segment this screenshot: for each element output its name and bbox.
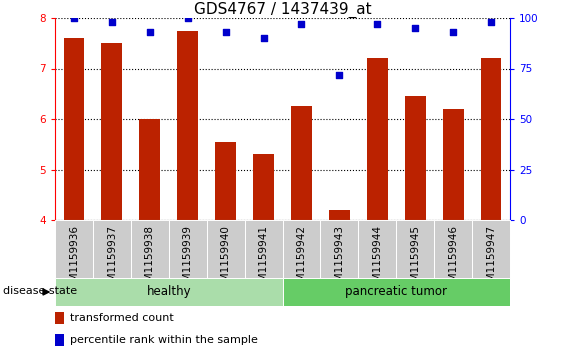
Bar <box>434 220 472 278</box>
Point <box>259 35 268 41</box>
Bar <box>244 220 283 278</box>
Bar <box>367 58 388 220</box>
Bar <box>320 220 358 278</box>
Text: GSM1159939: GSM1159939 <box>183 225 193 295</box>
Bar <box>443 109 463 220</box>
Bar <box>358 220 396 278</box>
Text: GSM1159946: GSM1159946 <box>448 225 458 295</box>
Point <box>108 19 117 25</box>
Point <box>486 19 495 25</box>
Bar <box>253 154 274 220</box>
Bar <box>481 58 502 220</box>
Point <box>221 29 230 35</box>
Bar <box>64 38 84 220</box>
Text: GSM1159941: GSM1159941 <box>258 225 269 295</box>
Text: GSM1159942: GSM1159942 <box>297 225 306 295</box>
Text: GSM1159937: GSM1159937 <box>107 225 117 295</box>
Text: disease state: disease state <box>3 286 77 295</box>
Text: healthy: healthy <box>146 286 191 298</box>
Point <box>449 29 458 35</box>
Bar <box>329 210 350 220</box>
Bar <box>140 119 160 220</box>
Text: GSM1159944: GSM1159944 <box>372 225 382 295</box>
Bar <box>283 278 510 306</box>
Point <box>145 29 154 35</box>
Text: percentile rank within the sample: percentile rank within the sample <box>70 335 258 345</box>
Bar <box>169 220 207 278</box>
Text: pancreatic tumor: pancreatic tumor <box>345 286 447 298</box>
Bar <box>405 96 426 220</box>
Bar <box>283 220 320 278</box>
Text: GSM1159936: GSM1159936 <box>69 225 79 295</box>
Bar <box>55 220 93 278</box>
Bar <box>55 334 64 346</box>
Bar <box>55 312 64 324</box>
Text: transformed count: transformed count <box>70 313 173 323</box>
Point <box>373 21 382 27</box>
Point <box>335 72 344 77</box>
Point <box>69 15 78 21</box>
Bar <box>93 220 131 278</box>
Text: GSM1159943: GSM1159943 <box>334 225 345 295</box>
Bar <box>207 220 244 278</box>
Text: GSM1159938: GSM1159938 <box>145 225 155 295</box>
Text: GSM1159947: GSM1159947 <box>486 225 496 295</box>
Bar <box>101 43 122 220</box>
Text: GSM1159945: GSM1159945 <box>410 225 420 295</box>
Point <box>183 15 192 21</box>
Point <box>410 25 419 31</box>
Bar <box>55 278 283 306</box>
Bar <box>177 30 198 220</box>
Title: GDS4767 / 1437439_at: GDS4767 / 1437439_at <box>194 2 372 18</box>
Bar <box>215 142 236 220</box>
Bar <box>472 220 510 278</box>
Point <box>297 21 306 27</box>
Bar <box>131 220 169 278</box>
Bar <box>396 220 434 278</box>
Text: GSM1159940: GSM1159940 <box>221 225 231 294</box>
Bar <box>291 106 312 220</box>
